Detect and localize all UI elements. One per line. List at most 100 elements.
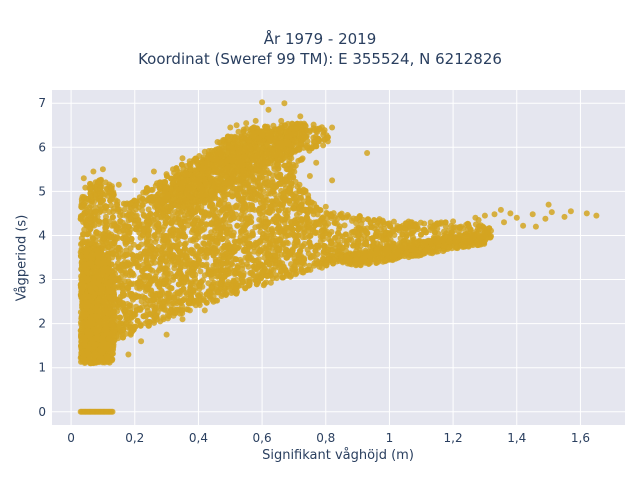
data-point bbox=[194, 292, 201, 298]
data-point bbox=[223, 174, 230, 181]
data-point bbox=[208, 284, 215, 291]
data-point bbox=[238, 196, 245, 203]
data-point bbox=[96, 218, 103, 225]
data-point bbox=[255, 207, 262, 214]
data-point bbox=[248, 125, 255, 132]
data-point bbox=[286, 166, 293, 173]
data-point bbox=[327, 211, 334, 218]
data-point bbox=[114, 235, 121, 242]
data-point bbox=[140, 250, 147, 257]
data-point bbox=[127, 200, 134, 207]
data-point bbox=[135, 243, 142, 250]
data-point bbox=[200, 240, 207, 247]
data-point bbox=[341, 222, 348, 229]
data-point bbox=[256, 175, 263, 182]
data-point bbox=[380, 236, 387, 243]
data-point bbox=[241, 204, 248, 211]
data-point bbox=[156, 226, 163, 233]
data-point bbox=[139, 202, 146, 208]
data-point bbox=[198, 246, 205, 253]
data-point bbox=[172, 209, 179, 216]
data-point bbox=[141, 294, 148, 301]
data-point bbox=[273, 197, 280, 204]
data-point bbox=[292, 162, 299, 169]
data-point bbox=[263, 199, 270, 206]
data-point bbox=[282, 176, 288, 183]
data-point bbox=[203, 291, 210, 298]
data-point bbox=[307, 204, 314, 211]
data-point bbox=[324, 134, 331, 141]
data-point bbox=[180, 224, 187, 231]
data-point bbox=[260, 204, 267, 211]
data-point bbox=[315, 242, 322, 249]
data-point bbox=[268, 231, 275, 238]
data-point bbox=[133, 294, 140, 300]
data-point bbox=[87, 186, 94, 193]
data-point bbox=[283, 270, 290, 277]
data-point bbox=[263, 272, 270, 279]
data-point bbox=[203, 299, 210, 306]
data-point bbox=[215, 201, 222, 208]
data-point bbox=[262, 215, 269, 222]
data-point bbox=[242, 285, 249, 292]
data-point bbox=[204, 248, 211, 255]
data-point bbox=[262, 179, 269, 186]
data-point bbox=[134, 317, 141, 324]
data-point bbox=[190, 226, 197, 233]
data-point bbox=[399, 231, 406, 238]
data-point bbox=[170, 309, 177, 316]
data-point bbox=[255, 196, 262, 203]
data-point bbox=[160, 298, 167, 305]
data-point bbox=[159, 249, 166, 256]
data-point bbox=[336, 243, 342, 250]
data-point bbox=[233, 290, 240, 297]
data-point bbox=[257, 140, 264, 147]
data-point bbox=[147, 311, 153, 318]
data-point bbox=[252, 277, 259, 284]
data-point bbox=[242, 254, 249, 261]
data-point bbox=[122, 201, 129, 208]
data-point bbox=[252, 191, 259, 197]
data-point bbox=[252, 224, 259, 231]
data-point bbox=[373, 228, 380, 235]
data-point bbox=[260, 188, 267, 195]
data-point bbox=[127, 314, 134, 321]
data-point bbox=[147, 301, 154, 308]
data-point bbox=[258, 275, 264, 282]
data-point bbox=[171, 265, 178, 272]
data-point bbox=[122, 252, 129, 259]
data-point bbox=[131, 221, 138, 228]
data-point bbox=[140, 227, 147, 234]
data-point bbox=[218, 267, 225, 274]
data-point bbox=[369, 235, 376, 242]
data-point bbox=[289, 247, 296, 254]
data-point bbox=[169, 232, 176, 239]
data-point bbox=[397, 224, 404, 230]
data-point bbox=[305, 195, 312, 202]
data-point bbox=[87, 193, 94, 200]
data-point bbox=[124, 284, 131, 291]
data-point bbox=[292, 258, 299, 265]
data-point bbox=[303, 214, 310, 221]
data-point bbox=[143, 257, 150, 264]
data-point bbox=[225, 149, 231, 156]
data-point bbox=[126, 302, 133, 309]
data-point bbox=[442, 219, 449, 226]
data-point bbox=[297, 248, 303, 255]
data-point bbox=[324, 246, 331, 253]
data-point bbox=[241, 147, 248, 154]
data-point bbox=[151, 254, 157, 261]
data-point bbox=[107, 233, 114, 240]
data-point bbox=[304, 266, 311, 273]
data-point bbox=[174, 238, 181, 245]
data-point bbox=[90, 217, 97, 223]
data-point bbox=[164, 173, 170, 180]
data-point bbox=[130, 256, 137, 263]
data-point bbox=[189, 266, 196, 273]
data-point bbox=[127, 245, 134, 252]
data-point bbox=[280, 241, 286, 248]
data-point bbox=[84, 231, 91, 238]
data-point bbox=[292, 266, 298, 273]
data-point bbox=[332, 234, 339, 241]
data-point bbox=[246, 280, 253, 286]
